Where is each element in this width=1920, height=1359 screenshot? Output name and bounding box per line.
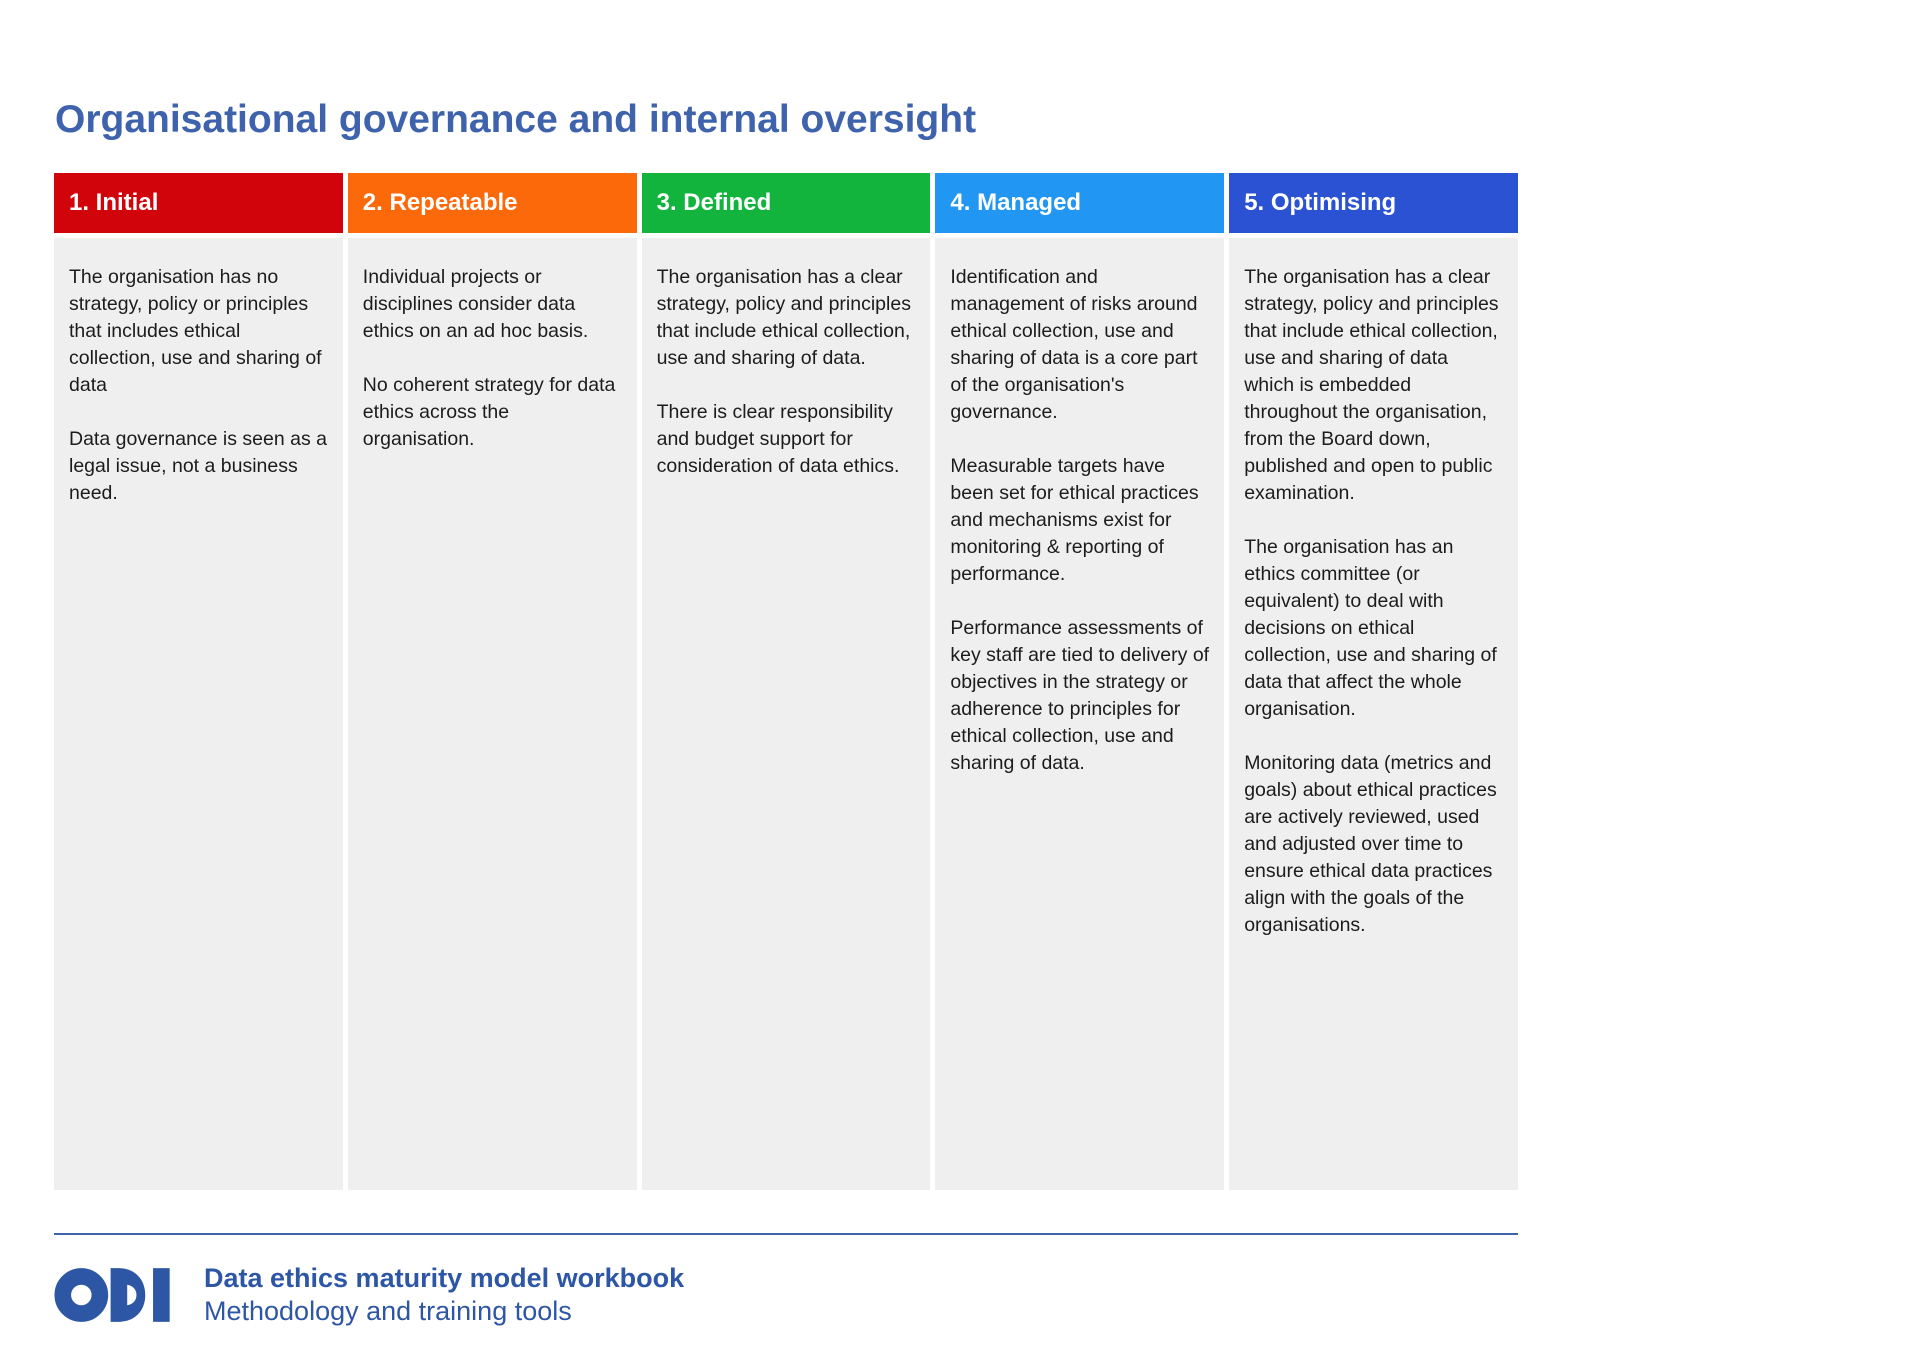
paragraph: The organisation has an ethics committee… <box>1244 536 1497 720</box>
footer-workbook-title: Data ethics maturity model workbook <box>204 1263 685 1293</box>
column-header-repeatable: 2. Repeatable <box>347 173 637 233</box>
column-header-label: 1. Initial <box>69 189 159 216</box>
paragraph: There is clear responsibility and budget… <box>656 401 900 477</box>
footer: Data ethics maturity model workbook Meth… <box>54 1262 684 1328</box>
column-body-defined: The organisation has a clear strategy, p… <box>641 238 931 1190</box>
column-managed: 4. Managed Identification and management… <box>935 173 1225 1190</box>
paragraph: Performance assessments of key staff are… <box>950 617 1210 774</box>
column-body-optimising: The organisation has a clear strategy, p… <box>1229 238 1518 1190</box>
footer-workbook-subtitle: Methodology and training tools <box>204 1296 572 1326</box>
paragraph: Data governance is seen as a legal issue… <box>69 428 327 504</box>
paragraph: No coherent strategy for data ethics acr… <box>362 374 616 450</box>
column-header-label: 2. Repeatable <box>362 189 518 216</box>
footer-text: Data ethics maturity model workbook Meth… <box>204 1262 684 1328</box>
column-header-defined: 3. Defined <box>641 173 931 233</box>
column-optimising: 5. Optimising The organisation has a cle… <box>1229 173 1518 1190</box>
paragraph: The organisation has no strategy, policy… <box>69 266 322 396</box>
paragraph: The organisation has a clear strategy, p… <box>1244 266 1499 504</box>
maturity-table: 1. Initial The organisation has no strat… <box>54 173 1518 1190</box>
column-body-repeatable: Individual projects or disciplines consi… <box>347 238 637 1190</box>
column-repeatable: 2. Repeatable Individual projects or dis… <box>347 173 637 1190</box>
paragraph: The organisation has a clear strategy, p… <box>656 266 911 369</box>
column-header-initial: 1. Initial <box>54 173 343 233</box>
paragraph: Identification and management of risks a… <box>950 266 1198 423</box>
footer-divider <box>54 1233 1518 1235</box>
odi-logo <box>54 1268 170 1322</box>
page-title: Organisational governance and internal o… <box>55 98 977 142</box>
column-initial: 1. Initial The organisation has no strat… <box>54 173 343 1190</box>
paragraph: Individual projects or disciplines consi… <box>362 266 589 342</box>
column-header-label: 3. Defined <box>656 189 772 216</box>
column-header-label: 5. Optimising <box>1244 189 1397 216</box>
column-body-initial: The organisation has no strategy, policy… <box>54 238 343 1190</box>
column-header-label: 4. Managed <box>950 189 1082 216</box>
column-header-managed: 4. Managed <box>935 173 1225 233</box>
column-body-managed: Identification and management of risks a… <box>935 238 1225 1190</box>
paragraph: Measurable targets have been set for eth… <box>950 455 1199 585</box>
column-header-optimising: 5. Optimising <box>1229 173 1518 233</box>
column-defined: 3. Defined The organisation has a clear … <box>641 173 931 1190</box>
paragraph: Monitoring data (metrics and goals) abou… <box>1244 752 1497 936</box>
